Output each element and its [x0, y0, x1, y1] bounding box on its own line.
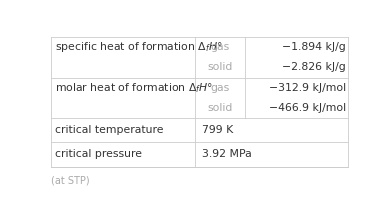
Text: 3.92 MPa: 3.92 MPa — [202, 150, 252, 160]
Text: 799 K: 799 K — [202, 125, 234, 135]
Text: −1.894 kJ/g: −1.894 kJ/g — [282, 42, 346, 52]
Text: gas: gas — [210, 83, 230, 93]
Text: specific heat of formation $\Delta_f H°$: specific heat of formation $\Delta_f H°$ — [54, 40, 223, 54]
Text: solid: solid — [207, 103, 232, 113]
Text: critical temperature: critical temperature — [54, 125, 163, 135]
Text: −466.9 kJ/mol: −466.9 kJ/mol — [269, 103, 346, 113]
Text: molar heat of formation $\Delta_f H°$: molar heat of formation $\Delta_f H°$ — [54, 81, 213, 95]
Text: −2.826 kJ/g: −2.826 kJ/g — [282, 62, 346, 72]
Text: −312.9 kJ/mol: −312.9 kJ/mol — [269, 83, 346, 93]
Text: (at STP): (at STP) — [51, 176, 89, 186]
Text: solid: solid — [207, 62, 232, 72]
Text: critical pressure: critical pressure — [54, 150, 142, 160]
Text: gas: gas — [210, 42, 230, 52]
